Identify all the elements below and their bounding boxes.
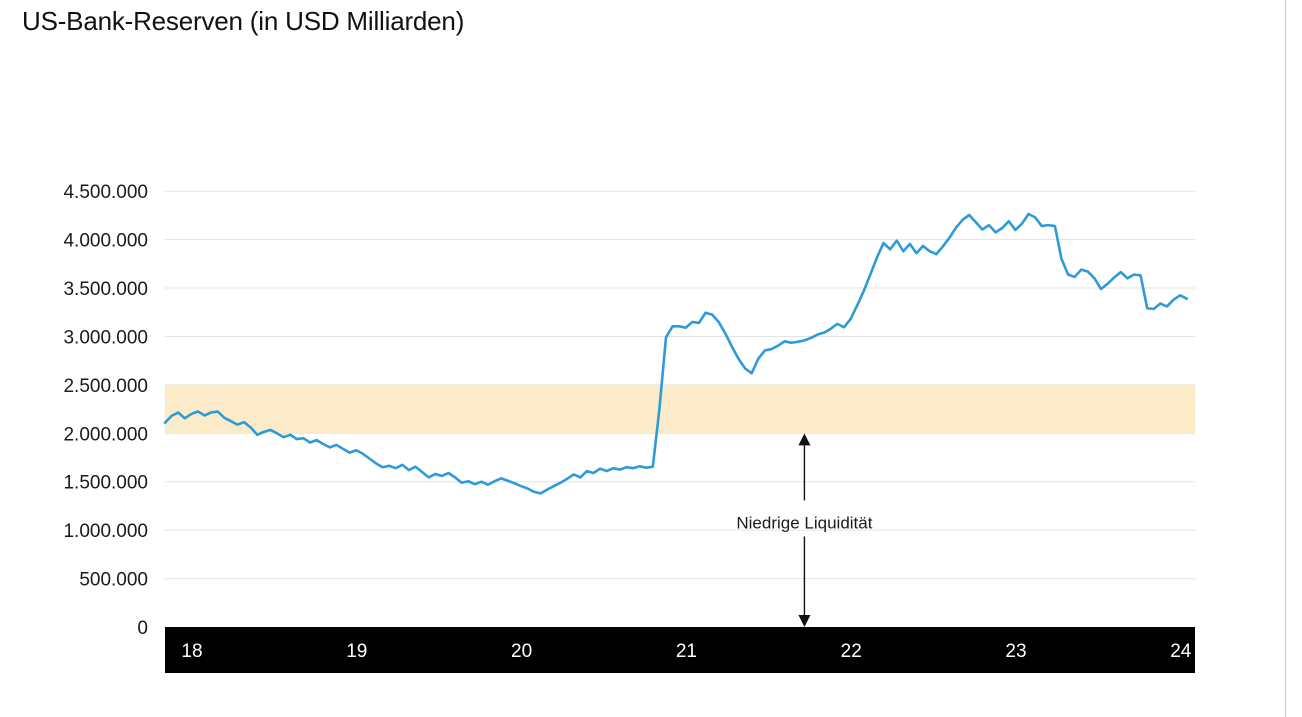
- y-axis-tick-label: 500.000: [79, 570, 148, 591]
- chart-figure: 0 500.000 1.000.000 1.500.000 2.000.000 2.500…: [63, 182, 1195, 673]
- line-chart-svg: 0 500.000 1.000.000 1.500.000 2.000.000 2.500…: [63, 182, 1195, 673]
- x-axis-tick-label: 24: [1170, 641, 1192, 662]
- x-axis-tick-label: 23: [1005, 641, 1026, 662]
- y-axis-tick-label: 2.000.000: [63, 424, 148, 445]
- y-axis-tick-label: 4.500.000: [63, 182, 148, 203]
- page-title: US-Bank-Reserven (in USD Milliarden): [22, 6, 465, 36]
- y-axis-tick-label: 0: [137, 618, 148, 639]
- annotation-low-liquidity: Niedrige Liquidität: [736, 433, 873, 627]
- y-axis-tick-label: 1.500.000: [63, 473, 148, 494]
- annotation-label: Niedrige Liquidität: [736, 513, 872, 532]
- panel-divider: [1285, 0, 1286, 717]
- x-axis-tick-label: 21: [676, 641, 697, 662]
- series-line-us-bank-reserves: [163, 212, 1189, 495]
- x-axis-tick-label: 22: [841, 641, 862, 662]
- x-axis-tick-label: 18: [181, 641, 202, 662]
- y-axis-tick-label: 1.000.000: [63, 521, 148, 542]
- y-axis-tick-label: 3.000.000: [63, 327, 148, 348]
- y-axis-tick-label: 3.500.000: [63, 279, 148, 300]
- shaded-band-low-liquidity: [165, 384, 1195, 434]
- y-axis-tick-label: 2.500.000: [63, 376, 148, 397]
- x-axis-band: [165, 627, 1195, 673]
- y-axis-tick-labels: 0 500.000 1.000.000 1.500.000 2.000.000 2.500…: [63, 182, 148, 639]
- y-axis-tick-label: 4.000.000: [63, 231, 148, 252]
- x-axis-tick-label: 19: [346, 641, 367, 662]
- x-axis-tick-label: 20: [511, 641, 532, 662]
- annotation-arrow-down-head: [798, 615, 811, 627]
- annotation-arrow-up-head: [798, 433, 811, 446]
- x-axis-tick-labels: 18 19 20 21 22 23 24: [181, 641, 1191, 662]
- gridlines: [165, 190, 1195, 580]
